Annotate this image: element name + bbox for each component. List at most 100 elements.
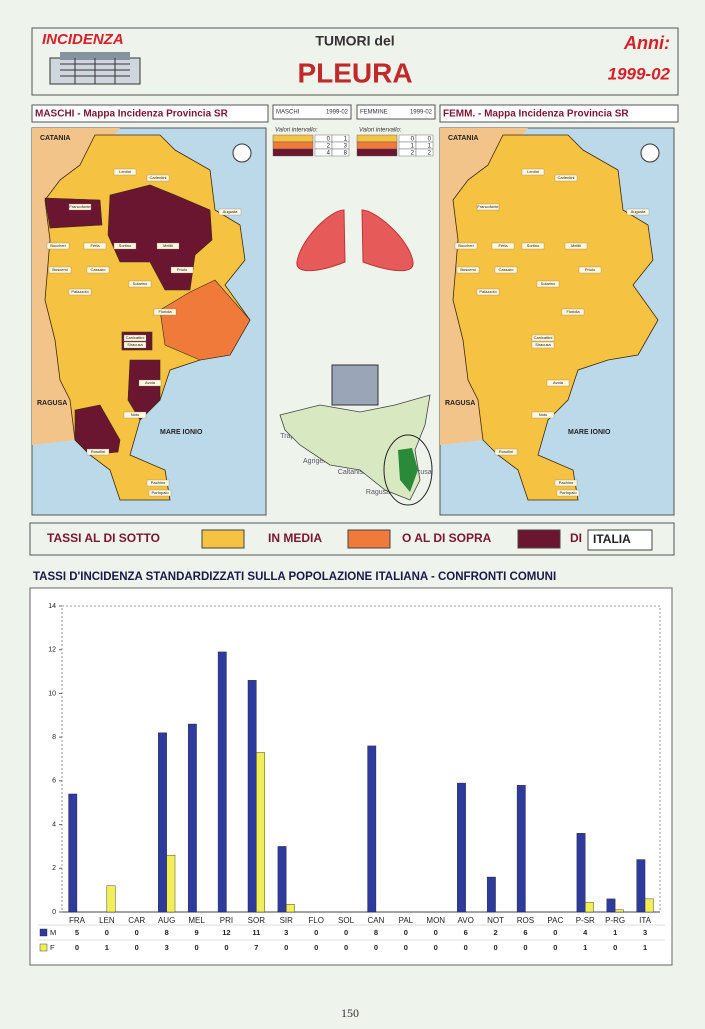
town-box [123, 411, 147, 419]
table-head [356, 104, 436, 120]
table-years: 1999-02 [326, 110, 349, 116]
town-label: Noto [539, 412, 548, 417]
table-value: 6 [523, 928, 527, 937]
town-label: Carlentini [150, 175, 167, 180]
town-label: Palazzolo [479, 289, 497, 294]
town-label: Priolo [585, 267, 596, 272]
chart-title: TASSI D'INCIDENZA STANDARDIZZATI SULLA P… [33, 571, 556, 583]
table-value: 3 [643, 928, 647, 937]
town-box [86, 266, 110, 274]
town-box [531, 411, 555, 419]
town-label: Buscemi [460, 267, 475, 272]
table-value: 3 [344, 143, 348, 149]
bar [247, 680, 257, 913]
town-box [578, 266, 602, 274]
map-label: MARE IONIO [160, 429, 203, 436]
map-label: CATANIA [40, 135, 70, 142]
table-value: 0 [344, 928, 348, 937]
table-value: 0 [105, 928, 109, 937]
header-anni: Anni: [623, 33, 670, 53]
town-box [454, 242, 478, 250]
legend-swatch [39, 928, 48, 937]
bar [217, 651, 227, 913]
town-box [83, 242, 107, 250]
x-tick-label: MEL [188, 916, 205, 925]
map-zone [44, 197, 103, 229]
town-box [561, 308, 585, 316]
table-cell [331, 148, 350, 157]
table-value: 0 [344, 943, 348, 952]
table-value: 3 [165, 943, 169, 952]
town-label: Pachino [559, 480, 574, 485]
map-label: CATANIA [448, 135, 478, 142]
town-label: Canicattini [126, 335, 145, 340]
table-value: 1 [643, 943, 647, 952]
map-title-box [31, 104, 269, 123]
table-sex: MASCHI [276, 110, 300, 116]
table-value: 0 [314, 943, 318, 952]
table-value: 3 [284, 928, 288, 937]
town-label: Buccheri [50, 243, 66, 248]
town-label: Palazzolo [71, 289, 89, 294]
table-value: 8 [374, 928, 378, 937]
town-label: Portopalo [151, 490, 169, 495]
province-map: CATANIA RAGUSA MARE IONIO Lentini Carlentini… [439, 127, 675, 516]
x-tick-label: FRA [69, 916, 86, 925]
town-box [564, 242, 588, 250]
table-value: 1 [411, 143, 415, 149]
town-box [531, 334, 555, 342]
town-label: Carlentini [558, 175, 575, 180]
sicily-map [279, 364, 433, 506]
town-box [476, 203, 500, 211]
table-value: 0 [75, 943, 79, 952]
map-label: RAGUSA [445, 400, 475, 407]
table-caption: Valori intervallo: [275, 128, 318, 134]
town-box [218, 208, 242, 216]
table-value: 6 [464, 928, 468, 937]
chart: 02468101214FRA50LEN01CAR00AUG83MEL90PRI1… [38, 603, 665, 952]
table-swatch [356, 141, 398, 150]
header-title-top: TUMORI del [315, 33, 394, 49]
table-value: 0 [135, 943, 139, 952]
legend-box [29, 522, 675, 556]
legend-swatch [517, 529, 561, 549]
x-tick-label: SIR [280, 916, 294, 925]
x-tick-label: CAR [128, 916, 145, 925]
map-label: MARE IONIO [568, 429, 611, 436]
town-box [156, 242, 180, 250]
bar [486, 876, 496, 913]
legend-text: DI [570, 531, 582, 545]
table-value: 0 [553, 928, 557, 937]
table-value: 0 [314, 928, 318, 937]
compass [232, 143, 252, 163]
header-years: 1999-02 [608, 64, 671, 83]
legend-text: O AL DI SOPRA [402, 531, 492, 545]
y-tick-label: 0 [52, 909, 56, 916]
town-label: Lentini [119, 169, 131, 174]
town-box [128, 280, 152, 288]
table-caption: Valori intervallo: [359, 128, 402, 134]
x-tick-label: FLO [308, 916, 324, 925]
town-box [476, 288, 500, 296]
bar [576, 833, 586, 913]
town-label: Cassaro [499, 267, 515, 272]
bar [614, 909, 624, 913]
x-tick-label: AVO [457, 916, 473, 925]
x-tick-label: PAC [547, 916, 563, 925]
town-box [556, 489, 580, 497]
table-value: 2 [428, 150, 432, 156]
table-value: 0 [404, 943, 408, 952]
province [452, 134, 659, 501]
town-box [491, 242, 515, 250]
town-label: Ferla [498, 243, 508, 248]
table-value: 0 [404, 928, 408, 937]
map-title-box [439, 104, 679, 123]
table-swatch [356, 134, 398, 143]
town-label: Augusta [631, 209, 646, 214]
table-sex: FEMMINE [360, 110, 388, 116]
map-title: FEMM. - Mappa Incidenza Provincia SR [443, 109, 629, 120]
header-left: INCIDENZA [42, 31, 124, 48]
town-box [86, 448, 110, 456]
table-value: 4 [583, 928, 588, 937]
x-tick-label: LEN [99, 916, 115, 925]
